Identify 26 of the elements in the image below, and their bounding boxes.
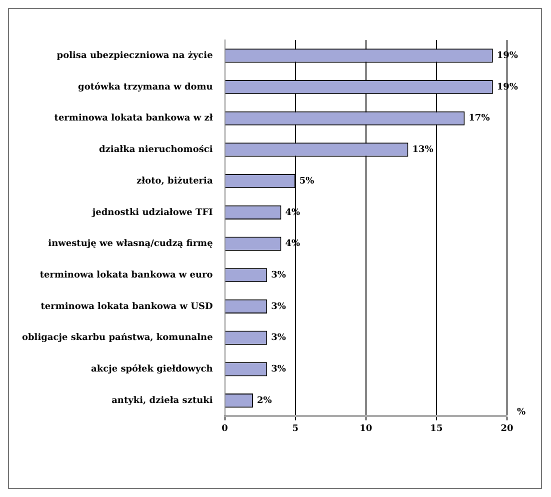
y-tick-label: gotówka trzymana w domu	[78, 81, 214, 92]
x-tick-label: 10	[360, 424, 372, 434]
y-tick-label: obligacje skarbu państwa, komunalne	[22, 333, 214, 344]
x-tick-label: 15	[430, 424, 443, 434]
x-tick-label: 5	[292, 424, 298, 434]
x-axis-title: %	[517, 408, 526, 418]
data-label: 17%	[468, 114, 490, 124]
y-tick-label: inwestuję we własną/cudzą firmę	[48, 239, 214, 250]
y-tick-label: terminowa lokata bankowa w USD	[40, 302, 213, 312]
data-label: 5%	[299, 176, 315, 186]
x-tick-label: 20	[500, 424, 514, 434]
data-label: 2%	[257, 396, 272, 406]
data-label: 3%	[271, 302, 286, 312]
y-tick-label: akcje spółek giełdowych	[91, 364, 214, 375]
y-tick-label: terminowa lokata bankowa w zł	[54, 114, 214, 124]
data-label: 13%	[412, 145, 434, 156]
data-label: 3%	[271, 270, 286, 280]
y-tick-label: działka nieruchomości	[98, 145, 214, 156]
y-tick-label: terminowa lokata bankowa w euro	[40, 270, 213, 280]
data-label: 3%	[271, 364, 286, 375]
y-tick-label: polisa ubezpieczniowa na życie	[56, 51, 214, 62]
y-tick-label: jednostki udziałowe TFI	[91, 208, 213, 218]
y-tick-label: antyki, dzieła sztuki	[112, 396, 214, 406]
x-tick-label: 0	[222, 424, 228, 434]
data-label: 3%	[271, 333, 286, 344]
y-tick-label: złoto, biżuteria	[136, 176, 213, 186]
